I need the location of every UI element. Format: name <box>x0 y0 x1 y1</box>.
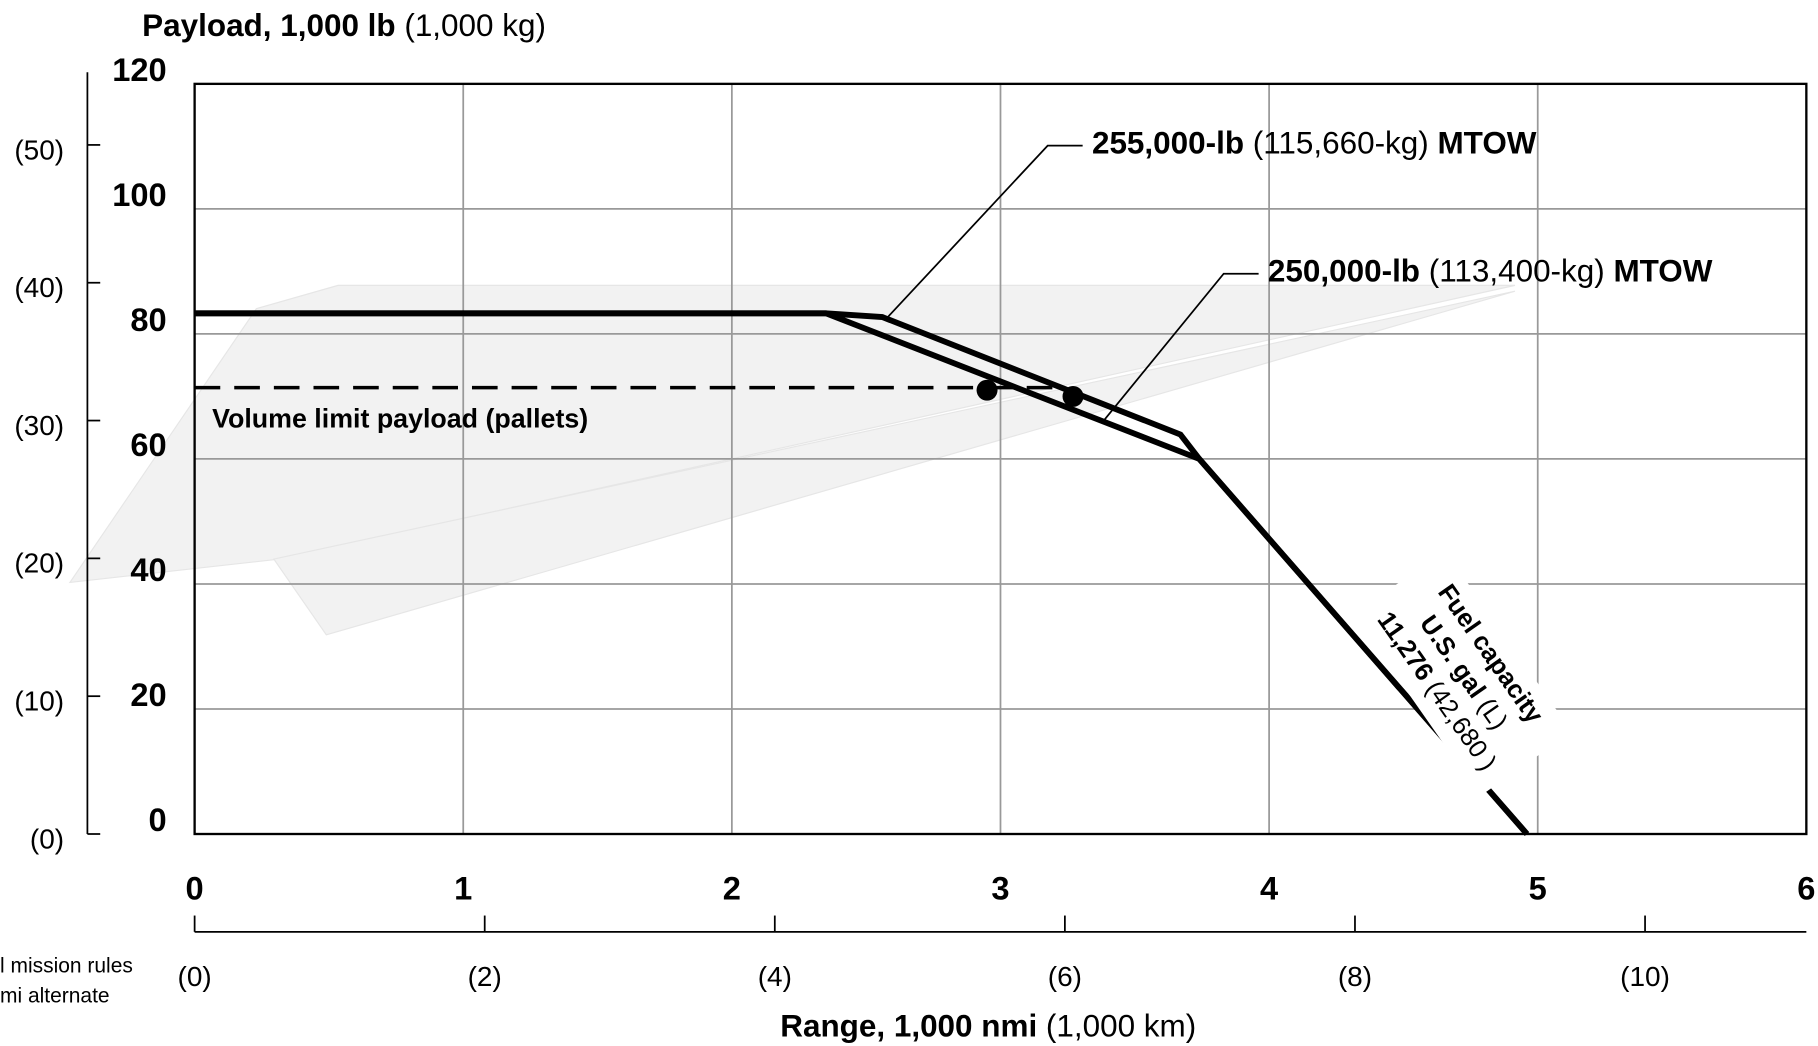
leader-line <box>887 144 1083 318</box>
x2-tick-label: (6) <box>1048 961 1082 992</box>
y-tick-label: 20 <box>130 676 166 713</box>
series-name-metric: (115,660-kg) <box>1253 126 1429 161</box>
y2-tick-label: (40) <box>14 272 64 303</box>
series-name-tail: MTOW <box>1437 126 1536 161</box>
y2-tick-label: (50) <box>14 134 64 165</box>
note: mi alternate <box>0 985 110 1008</box>
x-tick-label: 3 <box>991 870 1009 907</box>
x-axis-unit: (1,000 km) <box>1046 1009 1196 1044</box>
x-tick-label: 4 <box>1260 870 1278 907</box>
series-label: 255,000-lb (115,660-kg) MTOW <box>1092 126 1537 161</box>
x2-tick-label: (0) <box>178 961 212 992</box>
x2-tick-label: (8) <box>1338 961 1372 992</box>
note: l mission rules <box>0 954 133 977</box>
y2-tick-label: (30) <box>14 410 64 441</box>
x-tick-label: 5 <box>1529 870 1547 907</box>
x-tick-label: 1 <box>454 870 472 907</box>
background-airplane <box>68 284 1516 636</box>
series-name-tail: MTOW <box>1613 254 1712 289</box>
y-axis-title: Payload, 1,000 lb <box>142 8 395 43</box>
y-axis-label: Payload, 1,000 lb (1,000 kg) <box>142 8 546 43</box>
x-axis-label: Range, 1,000 nmi (1,000 km) <box>780 1009 1196 1044</box>
series-name-metric: (113,400-kg) <box>1429 254 1605 289</box>
series-name: 250,000-lb <box>1268 254 1420 289</box>
y-tick-label: 40 <box>130 551 166 588</box>
series-label: 250,000-lb (113,400-kg) MTOW <box>1268 254 1713 289</box>
x-axis-title: Range, 1,000 nmi <box>780 1009 1037 1044</box>
x2-tick-label: (2) <box>468 961 502 992</box>
x2-tick-label: (10) <box>1620 961 1670 992</box>
y-tick-label: 0 <box>149 801 167 838</box>
y-tick-label: 60 <box>130 426 166 463</box>
series-name: 255,000-lb <box>1092 126 1244 161</box>
leader-line <box>1104 272 1259 420</box>
y-tick-label: 80 <box>130 301 166 338</box>
x-tick-label: 6 <box>1797 870 1815 907</box>
plot-frame <box>193 82 1808 836</box>
fuel-backdrop <box>1353 550 1572 796</box>
x-tick-label: 2 <box>723 870 741 907</box>
y-tick-label: 120 <box>112 51 166 88</box>
y2-tick-label: (10) <box>14 686 64 717</box>
x2-tick-label: (4) <box>758 961 792 992</box>
data-point <box>976 379 998 401</box>
limit-label: Volume limit payload (pallets) <box>212 404 588 434</box>
y2-tick-label: (20) <box>14 548 64 579</box>
x-tick-label: 0 <box>186 870 204 907</box>
y-tick-label: 100 <box>112 176 166 213</box>
data-point <box>1062 385 1084 407</box>
y2-tick-label: (0) <box>30 823 64 854</box>
y-axis-unit: (1,000 kg) <box>404 8 546 43</box>
